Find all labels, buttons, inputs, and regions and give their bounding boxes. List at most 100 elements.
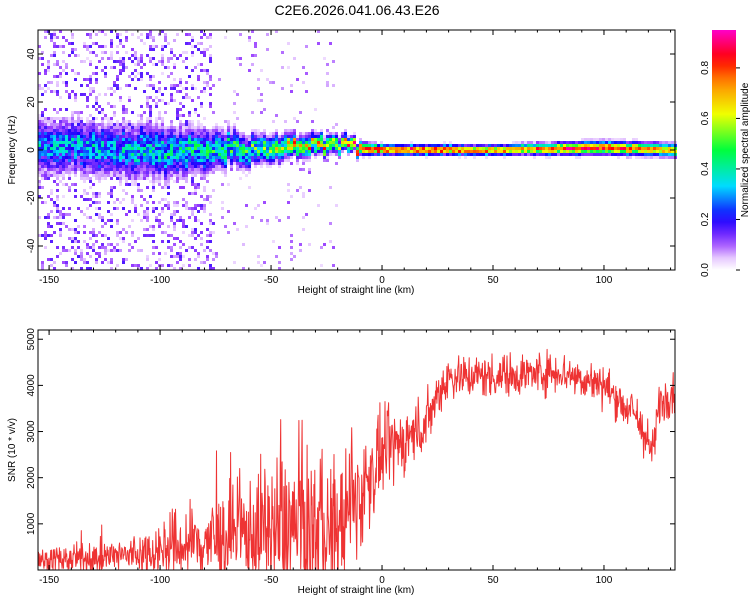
- spectrogram-cell: [182, 141, 185, 144]
- spectrogram-cell: [287, 153, 290, 156]
- spectrogram-cell: [53, 45, 56, 48]
- spectrogram-cell: [335, 162, 338, 165]
- spectrogram-cell: [329, 222, 332, 225]
- spectrogram-cell: [92, 105, 95, 108]
- spectrogram-cell: [65, 213, 68, 216]
- spectrogram-cell: [194, 147, 197, 150]
- spectrogram-cell: [200, 144, 203, 147]
- spectrogram-cell: [197, 204, 200, 207]
- spectrogram-cell: [374, 150, 377, 153]
- spectrogram-cell: [137, 153, 140, 156]
- spectrogram-cell: [56, 156, 59, 159]
- spectrogram-cell: [275, 153, 278, 156]
- spectrogram-cell: [74, 96, 77, 99]
- spectrogram-cell: [167, 156, 170, 159]
- spectrogram-cell: [545, 153, 548, 156]
- spectrogram-cell: [479, 144, 482, 147]
- spectrogram-cell: [248, 135, 251, 138]
- spectrogram-cell: [323, 141, 326, 144]
- spectrogram-cell: [86, 174, 89, 177]
- spectrogram-cell: [128, 144, 131, 147]
- spectrogram-cell: [197, 138, 200, 141]
- x-tick-label: -50: [264, 275, 279, 286]
- spectrogram-cell: [113, 135, 116, 138]
- spectrogram-cell: [623, 138, 626, 141]
- spectrogram-cell: [125, 129, 128, 132]
- spectrogram-cell: [155, 174, 158, 177]
- spectrogram-cell: [125, 180, 128, 183]
- spectrogram-cell: [191, 144, 194, 147]
- spectrogram-cell: [62, 135, 65, 138]
- spectrogram-cell: [137, 213, 140, 216]
- spectrogram-cell: [221, 165, 224, 168]
- spectrogram-cell: [143, 123, 146, 126]
- spectrogram-cell: [224, 156, 227, 159]
- spectrogram-cell: [131, 264, 134, 267]
- spectrogram-cell: [161, 126, 164, 129]
- spectrogram-cell: [110, 153, 113, 156]
- spectrogram-cell: [101, 219, 104, 222]
- spectrogram-cell: [74, 156, 77, 159]
- spectrogram-cell: [83, 189, 86, 192]
- spectrogram-cell: [335, 147, 338, 150]
- spectrogram-cell: [203, 210, 206, 213]
- spectrogram-cell: [71, 171, 74, 174]
- spectrogram-cell: [218, 165, 221, 168]
- spectrogram-cell: [179, 246, 182, 249]
- spectrogram-cell: [164, 153, 167, 156]
- spectrogram-cell: [380, 153, 383, 156]
- spectrogram-cell: [62, 222, 65, 225]
- spectrogram-cell: [149, 108, 152, 111]
- spectrogram-cell: [44, 234, 47, 237]
- spectrogram-cell: [47, 120, 50, 123]
- spectrogram-cell: [521, 150, 524, 153]
- spectrogram-cell: [293, 57, 296, 60]
- spectrogram-cell: [59, 174, 62, 177]
- spectrogram-cell: [131, 54, 134, 57]
- spectrogram-cell: [584, 147, 587, 150]
- spectrogram-cell: [173, 87, 176, 90]
- spectrogram-cell: [65, 147, 68, 150]
- spectrogram-cell: [404, 150, 407, 153]
- spectrogram-cell: [182, 222, 185, 225]
- spectrogram-cell: [116, 150, 119, 153]
- spectrogram-cell: [68, 207, 71, 210]
- spectrogram-cell: [284, 141, 287, 144]
- spectrogram-cell: [200, 138, 203, 141]
- spectrogram-cell: [86, 198, 89, 201]
- colorbar-tick-label: 0.0: [700, 263, 711, 277]
- spectrogram-cell: [653, 150, 656, 153]
- spectrogram-cell: [614, 153, 617, 156]
- spectrogram-cell: [98, 231, 101, 234]
- spectrogram-cell: [326, 63, 329, 66]
- spectrogram-cell: [185, 96, 188, 99]
- spectrogram-cell: [239, 132, 242, 135]
- spectrogram-cell: [146, 234, 149, 237]
- spectrogram-cell: [137, 165, 140, 168]
- spectrogram-cell: [590, 138, 593, 141]
- spectrogram-cell: [101, 165, 104, 168]
- spectrogram-cell: [41, 156, 44, 159]
- spectrogram-cell: [134, 135, 137, 138]
- spectrogram-cell: [71, 183, 74, 186]
- spectrogram-cell: [167, 264, 170, 267]
- spectrogram-cell: [530, 153, 533, 156]
- spectrogram-cell: [614, 138, 617, 141]
- spectrogram-cell: [53, 216, 56, 219]
- spectrogram-cell: [176, 261, 179, 264]
- spectrogram-cell: [53, 156, 56, 159]
- spectrogram-cell: [368, 141, 371, 144]
- spectrogram-cell: [332, 150, 335, 153]
- spectrogram-cell: [206, 234, 209, 237]
- spectrogram-cell: [281, 132, 284, 135]
- spectrogram-cell: [140, 120, 143, 123]
- spectrogram-cell: [263, 156, 266, 159]
- spectrogram-cell: [194, 159, 197, 162]
- spectrogram-cell: [140, 189, 143, 192]
- spectrogram-cell: [77, 225, 80, 228]
- spectrogram-cell: [146, 36, 149, 39]
- spectrogram-cell: [56, 138, 59, 141]
- spectrogram-cell: [188, 156, 191, 159]
- spectrogram-cell: [422, 150, 425, 153]
